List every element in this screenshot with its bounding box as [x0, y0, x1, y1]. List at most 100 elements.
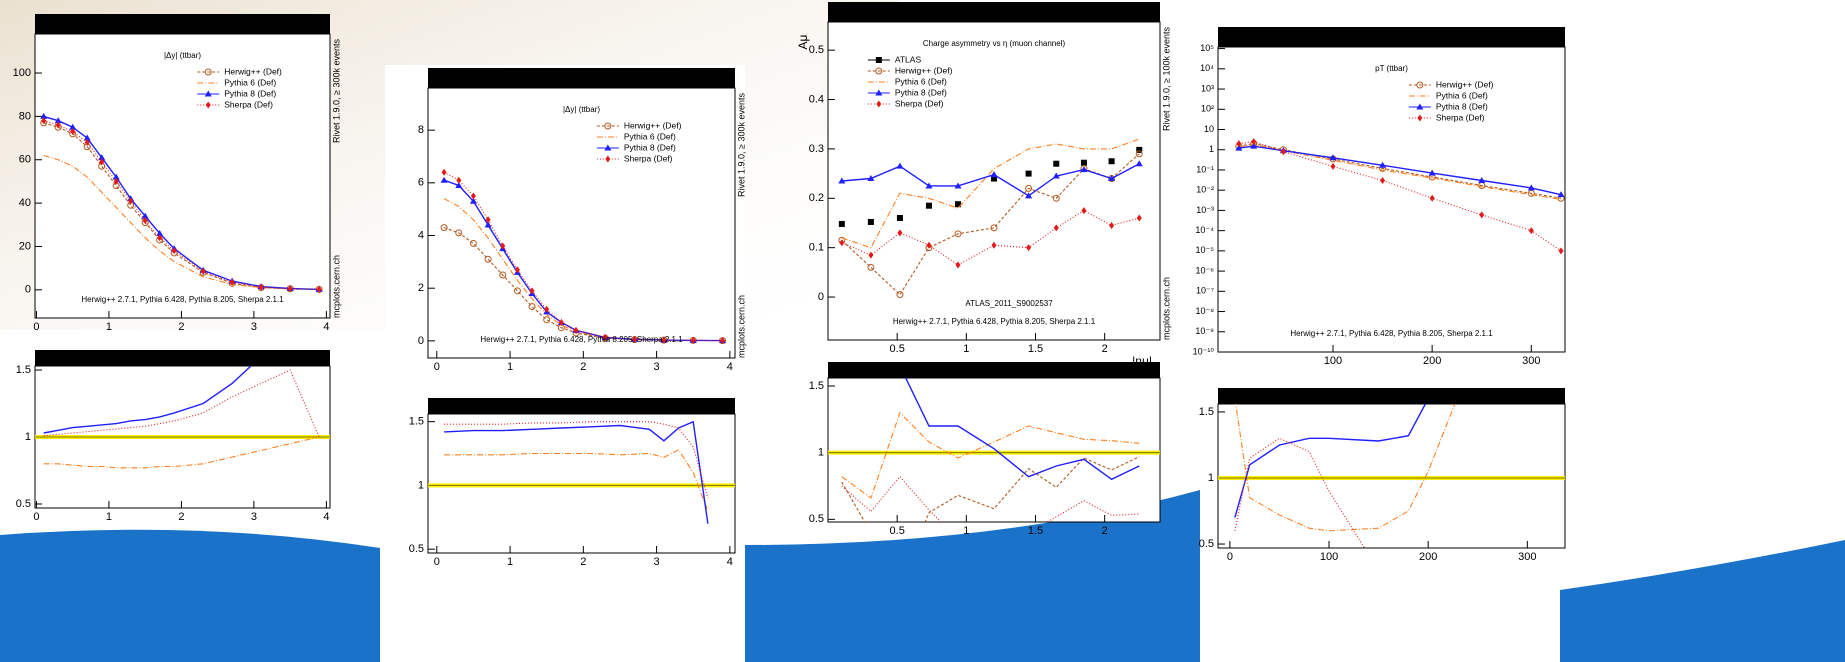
y-tick-label: 10⁻⁸ — [1195, 306, 1214, 316]
x-tick-label: 0 — [33, 511, 39, 523]
x-tick-label: 4 — [323, 511, 329, 523]
legend-marker — [1417, 114, 1423, 122]
x-tick-label: 3 — [654, 556, 660, 568]
legend-label: Sherpa (Def) — [895, 98, 944, 108]
marker — [41, 117, 47, 125]
legend-label: ATLAS — [895, 54, 922, 64]
marker — [661, 336, 667, 344]
y-tick-label: 1.5 — [409, 416, 424, 428]
swoosh — [0, 529, 380, 662]
header-title: Ratio to Herwig++ (Def) — [119, 351, 245, 365]
marker — [113, 177, 119, 185]
marker — [1025, 192, 1033, 199]
plot-panel: 1960 GeV ppbar Top (MC only) 0 1 2 3 4 0 2 4 6 8 |Δy… — [418, 68, 746, 373]
legend-label: Sherpa (Def) — [224, 99, 273, 109]
plot-panel: 7000 GeV pp W 0.5 1 1.5 2 0 0.1 0.2 0.3 0.4 0.5 Char… — [796, 2, 1171, 368]
y-tick-label: 10³ — [1201, 83, 1214, 93]
marker — [1329, 154, 1337, 161]
marker — [1025, 184, 1033, 192]
ratio-panel: Ratio to Herwig++ (Def) 0 1 2 3 4 0.5 1 1.5 — [409, 398, 736, 568]
series-line — [43, 366, 252, 434]
marker — [499, 271, 507, 279]
y-tick-label: 1.5 — [1199, 406, 1214, 418]
series-line — [43, 436, 320, 469]
plot-title: Charge asymmetry vs η (muon channel) — [923, 39, 1066, 48]
y-tick-label: 0.3 — [809, 143, 824, 155]
header-bar — [35, 14, 330, 34]
marker — [990, 224, 998, 232]
y-tick-label: 1 — [418, 479, 424, 491]
data-layer — [440, 168, 727, 345]
x-tick-label: 300 — [1518, 551, 1536, 563]
legend-label: Pythia 6 (Def) — [1436, 90, 1488, 100]
y-tick-label: 40 — [19, 197, 31, 209]
marker — [1416, 81, 1424, 89]
marker — [954, 230, 962, 238]
x-tick-label: 200 — [1423, 355, 1441, 367]
marker — [558, 318, 564, 326]
x-tick-label: 0.5 — [890, 343, 905, 355]
marker — [1025, 170, 1032, 177]
y-tick-label: 10⁻¹ — [1196, 164, 1214, 174]
marker — [990, 171, 998, 178]
series-line — [43, 154, 320, 291]
marker — [991, 241, 997, 249]
legend-marker — [875, 67, 883, 75]
marker — [205, 101, 211, 109]
x-tick-label: 3 — [251, 321, 257, 333]
x-tick-label: 1 — [963, 343, 969, 355]
header-bar — [828, 362, 1160, 378]
legend-label: Sherpa (Def) — [1436, 112, 1485, 122]
annotation: ATLAS_2011_S9002537 — [965, 299, 1053, 308]
credit: mcplots.cern.ch — [1161, 277, 1171, 340]
y-tick-label: 1.5 — [16, 364, 31, 376]
y-tick-label: 0.1 — [809, 242, 824, 254]
marker — [838, 220, 845, 227]
marker — [200, 267, 206, 275]
y-tick-label: 2 — [418, 282, 424, 294]
x-tick-label: 4 — [727, 556, 733, 568]
plot-frame — [34, 33, 331, 319]
marker — [897, 229, 903, 237]
y-tick-label: 4 — [418, 229, 424, 241]
marker — [128, 197, 134, 205]
marker — [316, 285, 322, 293]
y-tick-label: 0.5 — [809, 44, 824, 56]
x-tick-label: 3 — [251, 511, 257, 523]
y-tick-label: 0 — [25, 284, 31, 296]
marker — [1428, 169, 1436, 176]
y-tick-label: 100 — [13, 67, 31, 79]
marker — [896, 291, 904, 299]
marker — [954, 182, 962, 189]
marker — [1052, 194, 1060, 202]
marker — [632, 335, 638, 343]
marker — [70, 128, 76, 136]
y-tick-label: 10⁻² — [1196, 185, 1214, 195]
legend-label: Pythia 8 (Def) — [895, 87, 947, 97]
marker — [440, 224, 448, 232]
marker — [485, 216, 491, 224]
legend-marker — [875, 89, 883, 96]
marker — [455, 229, 463, 237]
marker — [204, 90, 212, 97]
data-layer — [1235, 138, 1565, 255]
marker — [1236, 140, 1242, 148]
header-left: 7000 GeV pp — [1222, 29, 1310, 46]
y-tick-label: 1 — [1209, 144, 1214, 154]
marker — [1478, 177, 1486, 184]
marker — [500, 242, 506, 250]
series-line — [444, 420, 709, 524]
y-tick-label: 10⁻⁹ — [1195, 326, 1214, 336]
y-tick-label: 10⁻⁷ — [1196, 286, 1214, 296]
legend-label: Pythia 6 (Def) — [224, 77, 276, 87]
legend-label: Herwig++ (Def) — [895, 65, 953, 75]
x-tick-label: 2 — [1102, 525, 1108, 537]
header-bar — [828, 2, 1160, 22]
legend-label: Sherpa (Def) — [624, 153, 673, 163]
legend-label: Herwig++ (Def) — [1436, 79, 1494, 89]
marker — [171, 247, 177, 255]
marker — [690, 336, 696, 344]
legend-label: Pythia 8 (Def) — [224, 88, 276, 98]
y-tick-label: 10⁻⁶ — [1196, 265, 1215, 275]
x-tick-label: 2 — [178, 321, 184, 333]
